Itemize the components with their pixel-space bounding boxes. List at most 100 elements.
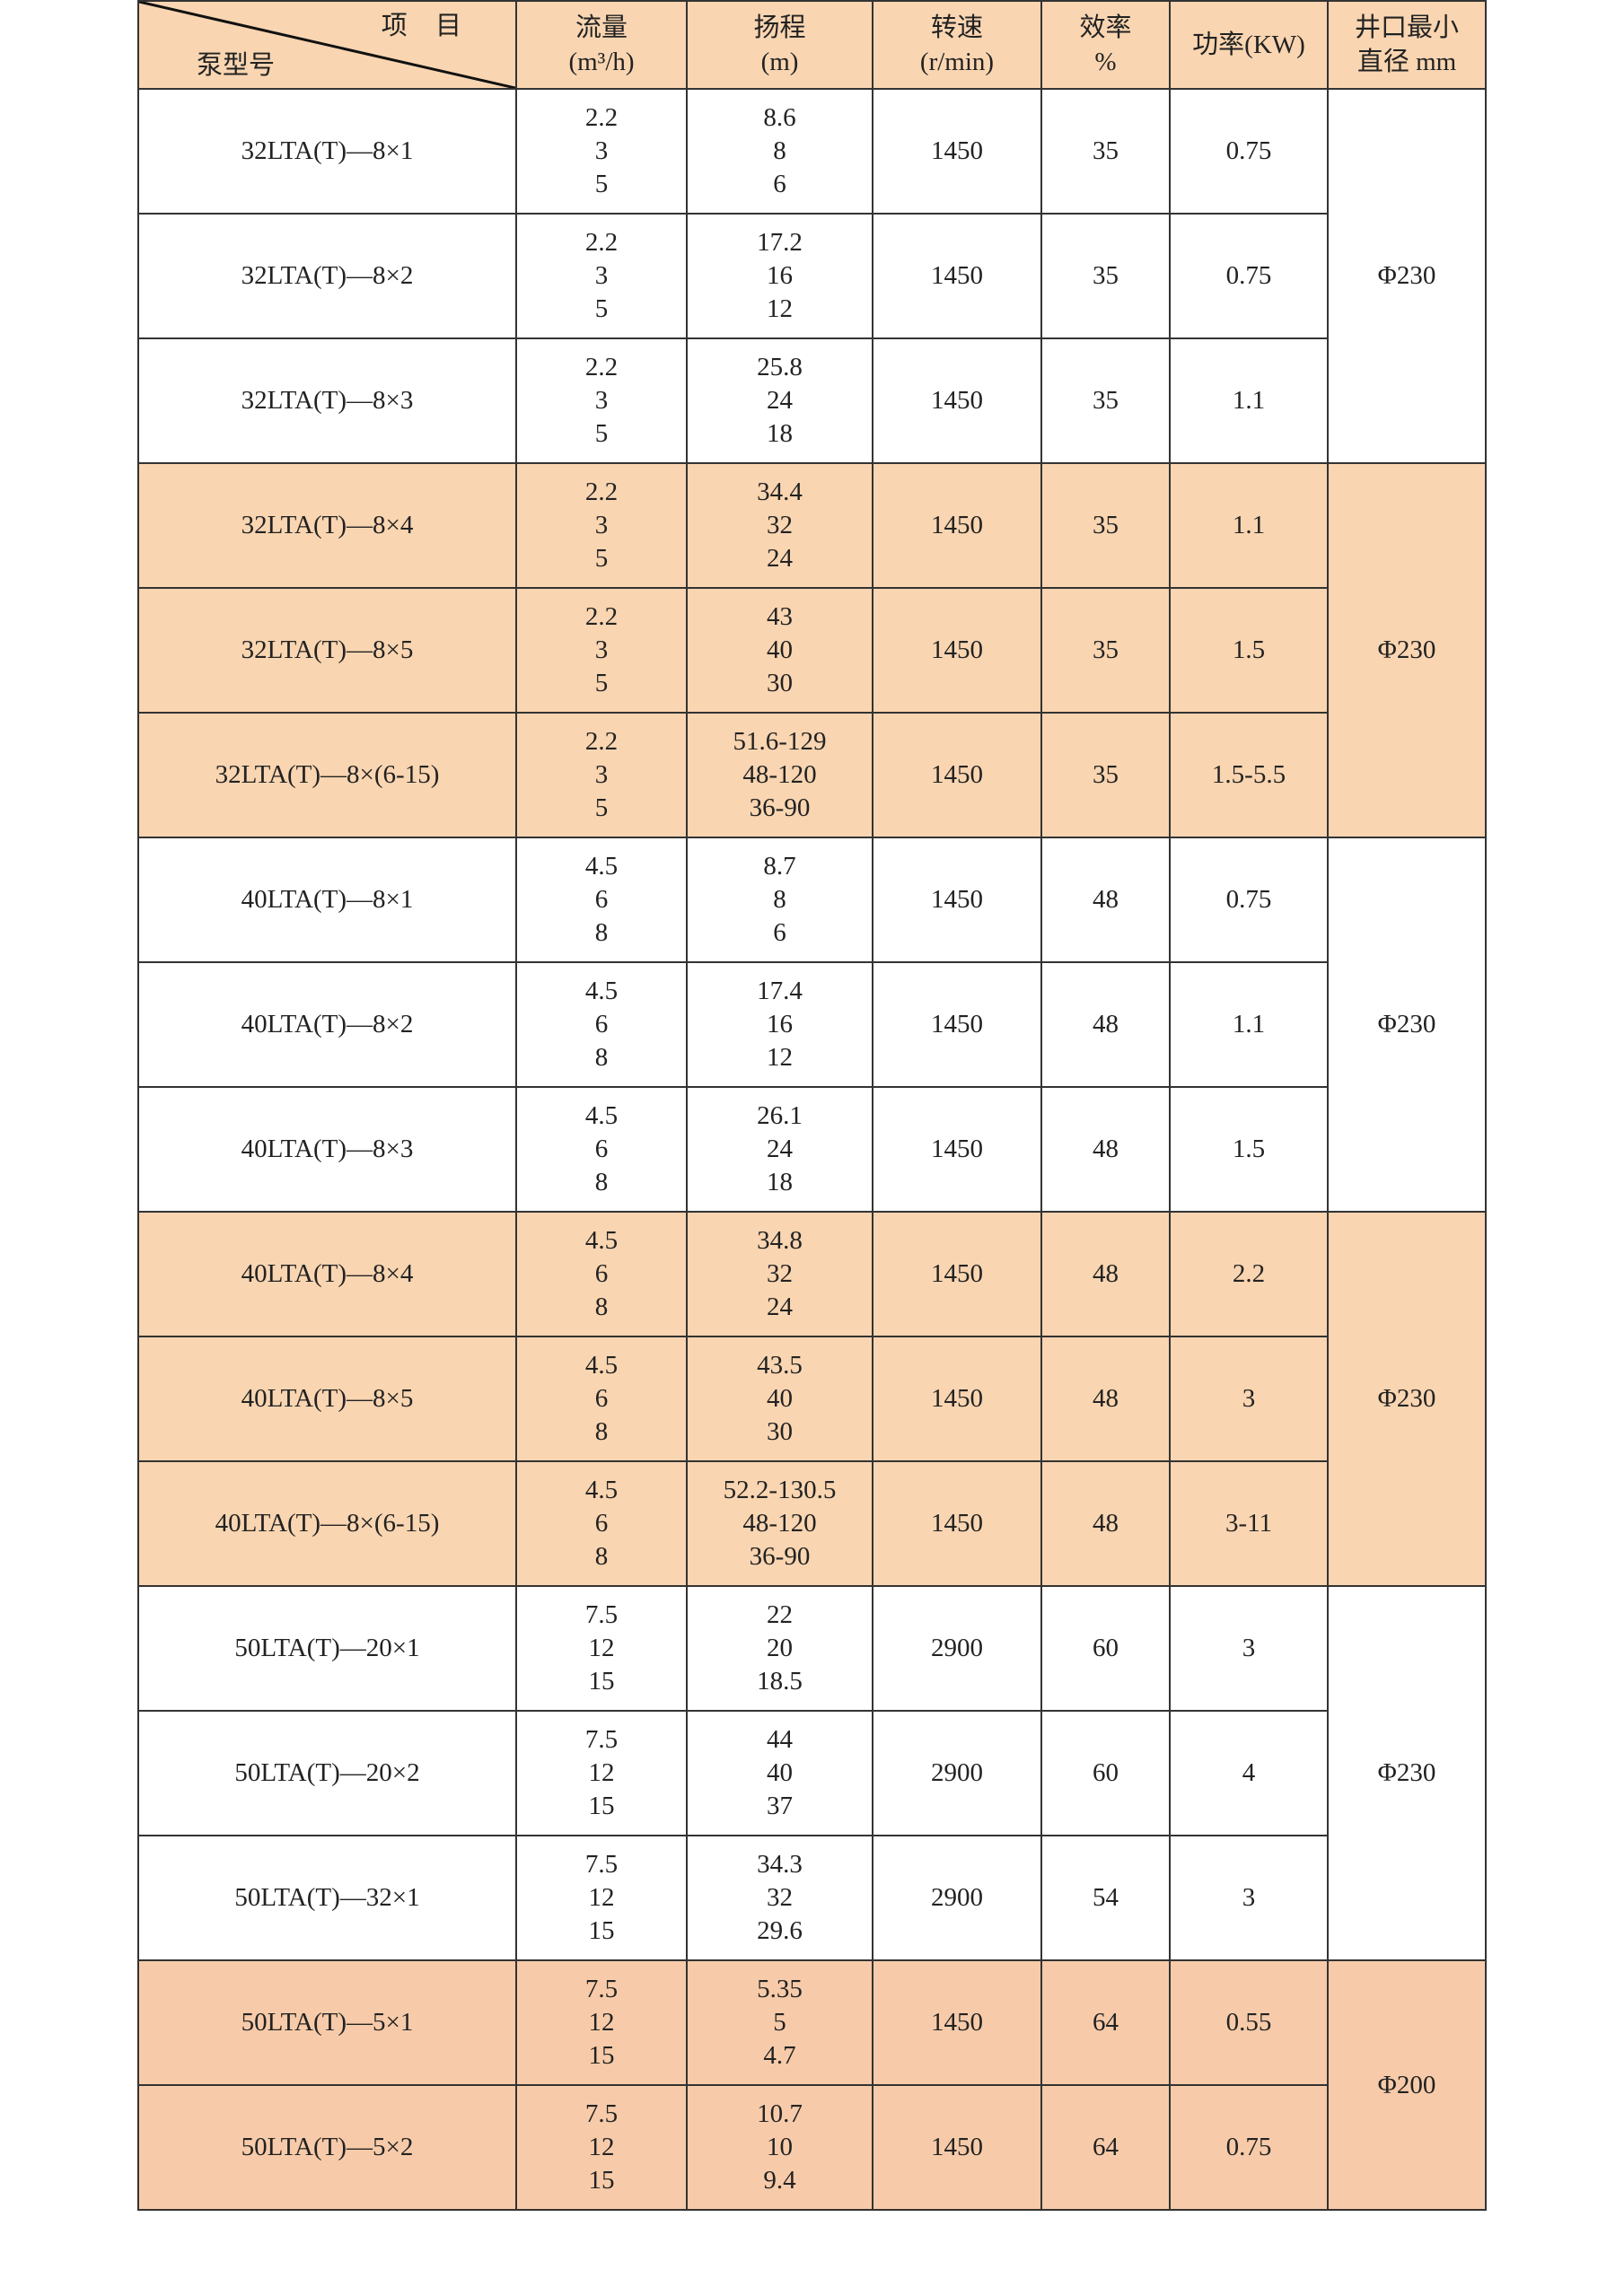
power-cell: 0.75 bbox=[1169, 88, 1329, 215]
model-cell: 50LTA(T)—20×2 bbox=[137, 1710, 517, 1836]
cell-value: 2.2 bbox=[1232, 1259, 1266, 1288]
power-cell: 1.5 bbox=[1169, 587, 1329, 714]
cell-value: 34.8 bbox=[757, 1226, 803, 1255]
table-row: 40LTA(T)—8×1 4.5 6 8 8.7 8 6 1450 48 0.75 Φ230 bbox=[137, 837, 1487, 1213]
cell-value: 0.75 bbox=[1225, 885, 1272, 914]
cell-value: 6 bbox=[594, 1509, 609, 1538]
table-row: 50LTA(T)—5×1 7.5 12 15 5.35 5 4.7 1450 64 0.55 Φ20… bbox=[137, 1959, 1487, 2211]
diameter-cell: Φ200 bbox=[1327, 1959, 1487, 2211]
table-row: 32LTA(T)—8×1 2.2 3 5 8.6 8 6 1450 35 0.75 Φ230 bbox=[137, 88, 1487, 464]
header-flow-unit: (m³/h) bbox=[568, 48, 635, 76]
cell-value: 54 bbox=[1093, 1883, 1119, 1912]
cell-value: 0.75 bbox=[1225, 136, 1272, 165]
cell-value: 8 bbox=[594, 1417, 609, 1446]
cell-value: Φ230 bbox=[1377, 1010, 1436, 1038]
cell-value: 20 bbox=[767, 1634, 793, 1662]
table-row: 40LTA(T)—8×(6-15) 4.5 6 8 52.2-130.5 48-120 36… bbox=[137, 1460, 1486, 1587]
efficiency-cell: 60 bbox=[1040, 1710, 1171, 1836]
cell-value: 15 bbox=[588, 2041, 615, 2070]
efficiency-cell: 48 bbox=[1040, 837, 1171, 963]
cell-value: 6 bbox=[773, 170, 786, 198]
header-efficiency-unit: % bbox=[1094, 48, 1117, 76]
cell-value: 32LTA(T)—8×1 bbox=[241, 136, 414, 165]
cell-value: 40LTA(T)—8×1 bbox=[241, 885, 414, 914]
cell-value: 12 bbox=[588, 2008, 615, 2037]
speed-cell: 2900 bbox=[872, 1585, 1042, 1712]
header-model-label: 泵型号 bbox=[197, 51, 276, 80]
table-row: 50LTA(T)—20×1 7.5 12 15 22 20 18.5 2900 60 3 Φ230 bbox=[137, 1585, 1487, 1961]
cell-value: 8 bbox=[594, 1043, 609, 1072]
header-flow-title: 流量 bbox=[575, 13, 628, 42]
cell-value: 50LTA(T)—20×1 bbox=[234, 1634, 420, 1662]
cell-value: 1450 bbox=[931, 1135, 983, 1163]
model-cell: 50LTA(T)—5×1 bbox=[137, 1959, 517, 2086]
model-cell: 50LTA(T)—20×1 bbox=[137, 1585, 517, 1712]
cell-value: 1450 bbox=[931, 1509, 983, 1538]
efficiency-cell: 35 bbox=[1040, 712, 1171, 838]
cell-value: 36-90 bbox=[749, 793, 811, 822]
cell-value: 6 bbox=[773, 918, 786, 947]
cell-value: 4.5 bbox=[584, 1351, 619, 1380]
cell-value: 4.5 bbox=[584, 1476, 619, 1504]
cell-value: 17.4 bbox=[757, 977, 803, 1005]
head-cell: 52.2-130.5 48-120 36-90 bbox=[686, 1460, 873, 1587]
cell-value: 34.4 bbox=[757, 478, 803, 506]
efficiency-cell: 35 bbox=[1040, 88, 1171, 215]
cell-value: 64 bbox=[1093, 2008, 1119, 2037]
speed-cell: 1450 bbox=[872, 837, 1042, 963]
cell-value: 35 bbox=[1093, 261, 1119, 290]
head-cell: 17.2 16 12 bbox=[686, 213, 873, 339]
cell-value: 1450 bbox=[931, 2008, 983, 2037]
table-row: 40LTA(T)—8×2 4.5 6 8 17.4 16 12 1450 48 1.1 bbox=[137, 961, 1486, 1088]
header-row: 项 目 泵型号 流量 (m³/h) 扬程 (m) 转速 (r/min) 效率% 功率(… bbox=[137, 0, 1487, 90]
cell-value: 32 bbox=[767, 1259, 793, 1288]
cell-value: 1450 bbox=[931, 1010, 983, 1038]
flow-cell: 7.5 12 15 bbox=[515, 1835, 688, 1961]
cell-value: 10.7 bbox=[757, 2099, 803, 2128]
cell-value: 5 bbox=[594, 170, 609, 198]
cell-value: 12 bbox=[767, 1043, 793, 1072]
cell-value: 26.1 bbox=[757, 1101, 803, 1130]
header-speed-title: 转速 bbox=[930, 13, 983, 42]
cell-value: 1.5 bbox=[1232, 635, 1266, 664]
cell-value: Φ230 bbox=[1377, 1758, 1436, 1787]
model-cell: 40LTA(T)—8×3 bbox=[137, 1086, 517, 1213]
cell-value: 2.2 bbox=[584, 103, 619, 132]
cell-value: 22 bbox=[767, 1600, 793, 1629]
power-cell: 1.1 bbox=[1169, 462, 1329, 589]
model-cell: 40LTA(T)—8×(6-15) bbox=[137, 1460, 517, 1587]
cell-value: 4 bbox=[1242, 1758, 1256, 1787]
head-cell: 26.1 24 18 bbox=[686, 1086, 873, 1213]
cell-value: 7.5 bbox=[584, 1975, 619, 2003]
cell-value: 6 bbox=[594, 1259, 609, 1288]
cell-value: 60 bbox=[1093, 1634, 1119, 1662]
head-cell: 8.6 8 6 bbox=[686, 88, 873, 215]
flow-cell: 2.2 3 5 bbox=[515, 587, 688, 714]
flow-cell: 2.2 3 5 bbox=[515, 213, 688, 339]
cell-value: 30 bbox=[767, 669, 793, 697]
cell-value: 1450 bbox=[931, 635, 983, 664]
cell-value: Φ200 bbox=[1377, 2070, 1436, 2099]
cell-value: 29.6 bbox=[757, 1916, 803, 1945]
cell-value: 5 bbox=[594, 294, 609, 323]
table-row: 50LTA(T)—32×1 7.5 12 15 34.3 32 29.6 2900 54 3 bbox=[137, 1835, 1486, 1961]
cell-value: 32 bbox=[767, 511, 793, 539]
speed-cell: 1450 bbox=[872, 1336, 1042, 1462]
cell-value: 15 bbox=[588, 1792, 615, 1820]
cell-value: 12 bbox=[588, 1634, 615, 1662]
cell-value: 1450 bbox=[931, 386, 983, 415]
model-cell: 32LTA(T)—8×(6-15) bbox=[137, 712, 517, 838]
head-cell: 22 20 18.5 bbox=[686, 1585, 873, 1712]
speed-cell: 1450 bbox=[872, 213, 1042, 339]
cell-value: 32LTA(T)—8×(6-15) bbox=[215, 760, 440, 789]
model-cell: 32LTA(T)—8×1 bbox=[137, 88, 517, 215]
cell-value: 6 bbox=[594, 1135, 609, 1163]
speed-cell: 1450 bbox=[872, 961, 1042, 1088]
flow-cell: 2.2 3 5 bbox=[515, 337, 688, 464]
cell-value: 0.75 bbox=[1225, 2133, 1272, 2161]
cell-value: 25.8 bbox=[757, 353, 803, 381]
cell-value: 2.2 bbox=[584, 228, 619, 257]
table-row: 40LTA(T)—8×4 4.5 6 8 34.8 32 24 1450 48 2.2 Φ230 bbox=[137, 1211, 1487, 1587]
cell-value: 8 bbox=[594, 1168, 609, 1196]
speed-cell: 2900 bbox=[872, 1835, 1042, 1961]
